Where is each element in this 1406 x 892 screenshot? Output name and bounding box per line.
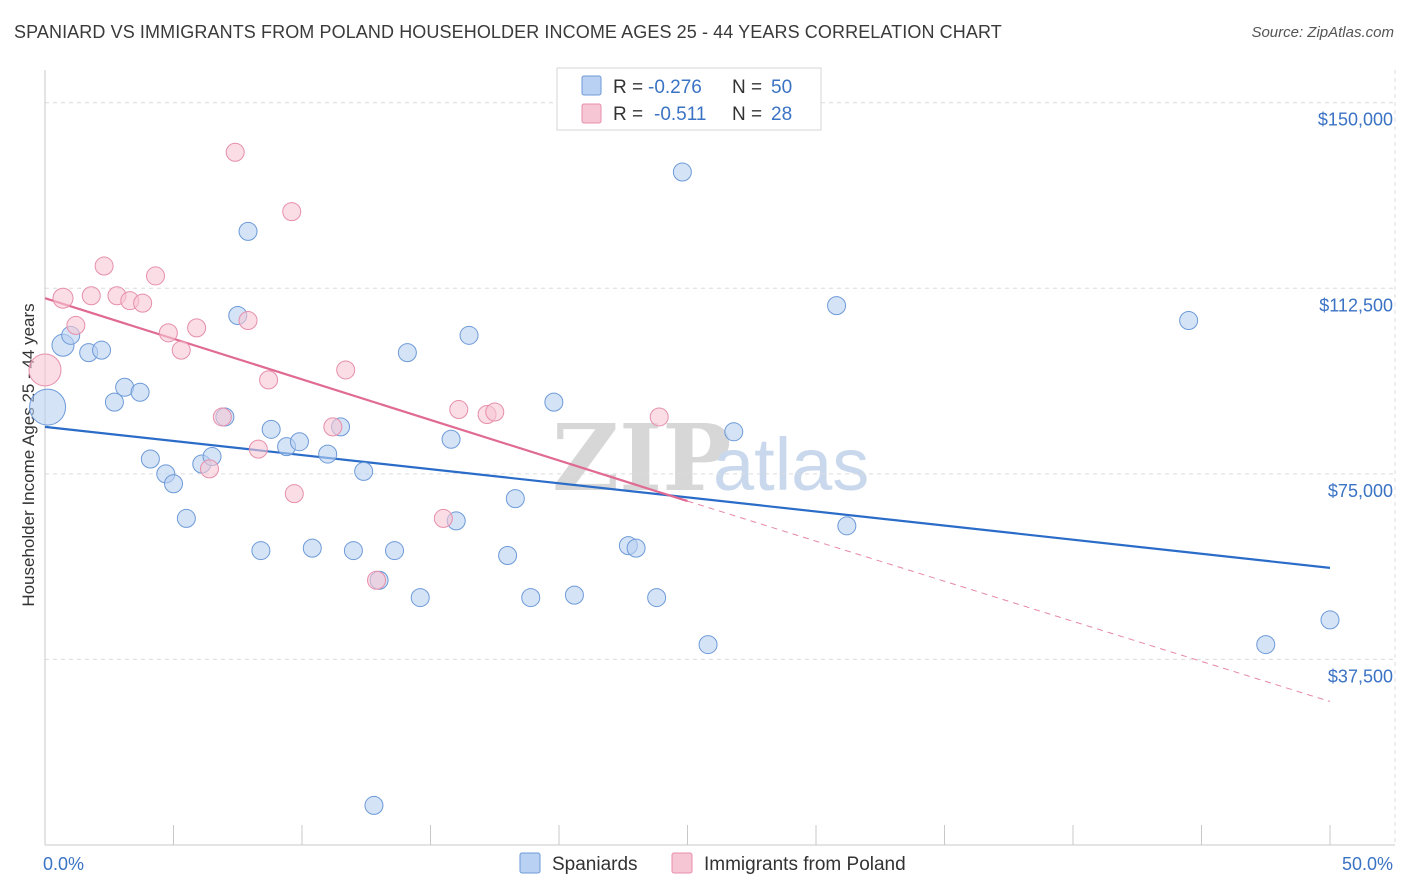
spaniards-point-5 bbox=[104, 392, 124, 412]
spaniards-point-48 bbox=[1320, 610, 1340, 630]
spaniards-point-11 bbox=[176, 508, 196, 528]
spaniards-point-26 bbox=[364, 795, 384, 815]
y-tick-label-3: $150,000 bbox=[1318, 110, 1393, 130]
poland-point-26 bbox=[485, 402, 505, 422]
trend-line-poland bbox=[44, 297, 688, 503]
spaniards-point-34 bbox=[505, 489, 525, 509]
y-tick-label-0: $37,500 bbox=[1328, 666, 1393, 686]
spaniards-point-8 bbox=[140, 449, 160, 469]
poland-point-4 bbox=[94, 256, 114, 276]
legend-r-label-1: R = bbox=[613, 77, 643, 98]
poland-point-2 bbox=[66, 315, 86, 335]
spaniards-point-18 bbox=[261, 419, 281, 439]
legend-swatch-poland bbox=[581, 103, 602, 124]
poland-point-15 bbox=[238, 310, 258, 330]
spaniards-point-28 bbox=[385, 541, 405, 561]
poland-point-21 bbox=[336, 360, 356, 380]
spaniards-point-37 bbox=[564, 585, 584, 605]
spaniards-point-29 bbox=[397, 343, 417, 363]
x-tick-labels: 0.0% 50.0% bbox=[43, 854, 1393, 874]
poland-point-8 bbox=[146, 266, 166, 286]
legend-n-label-2: N = bbox=[732, 104, 762, 125]
spaniards-point-17 bbox=[251, 541, 271, 561]
chart-title: SPANIARD VS IMMIGRANTS FROM POLAND HOUSE… bbox=[14, 22, 1002, 42]
spaniards-point-36 bbox=[544, 392, 564, 412]
spaniards-point-46 bbox=[1179, 310, 1199, 330]
poland-point-14 bbox=[225, 142, 245, 162]
bottom-legend-poland: Immigrants from Poland bbox=[704, 854, 906, 875]
spaniards-point-10 bbox=[164, 474, 183, 494]
poland-point-7 bbox=[133, 293, 153, 313]
legend-n-label-1: N = bbox=[732, 77, 762, 98]
spaniards-point-33 bbox=[498, 546, 518, 566]
source-label: Source: ZipAtlas.com bbox=[1251, 24, 1394, 41]
legend-n-value-1: 50 bbox=[771, 77, 792, 98]
spaniards-point-21 bbox=[302, 538, 322, 558]
spaniards-point-0 bbox=[29, 388, 67, 426]
poland-point-19 bbox=[284, 484, 304, 504]
poland-point-12 bbox=[199, 459, 219, 479]
spaniards-point-16 bbox=[238, 221, 258, 241]
bottom-legend-swatch-spaniards bbox=[519, 852, 541, 874]
poland-point-27 bbox=[649, 407, 669, 427]
spaniards-point-40 bbox=[647, 588, 667, 608]
poland-point-16 bbox=[248, 439, 268, 459]
legend-r-value-2: -0.511 bbox=[654, 104, 706, 125]
y-tick-label-2: $112,500 bbox=[1319, 295, 1393, 315]
spaniards-point-45 bbox=[837, 516, 857, 536]
spaniards-point-35 bbox=[521, 588, 541, 608]
poland-point-0 bbox=[28, 353, 62, 387]
bottom-legend: Spaniards Immigrants from Poland bbox=[519, 852, 906, 875]
legend-r-label-2: R = bbox=[613, 104, 643, 125]
legend-r-value-1: -0.276 bbox=[648, 77, 702, 98]
poland-point-9 bbox=[158, 323, 178, 343]
poland-point-10 bbox=[171, 340, 191, 360]
spaniards-point-44 bbox=[827, 296, 847, 316]
spaniards-point-25 bbox=[354, 461, 374, 481]
spaniards-point-42 bbox=[698, 635, 718, 655]
series-poland-points bbox=[28, 142, 669, 590]
spaniards-point-31 bbox=[441, 429, 461, 449]
poland-point-1 bbox=[52, 287, 74, 309]
poland-point-24 bbox=[449, 400, 469, 420]
spaniards-point-43 bbox=[724, 422, 744, 442]
y-tick-labels: $37,500 $75,000 $112,500 $150,000 bbox=[1318, 110, 1393, 687]
poland-point-22 bbox=[367, 570, 387, 590]
axes bbox=[44, 70, 1395, 846]
spaniards-point-41 bbox=[672, 162, 692, 182]
spaniards-point-47 bbox=[1256, 635, 1276, 655]
poland-point-20 bbox=[323, 417, 343, 437]
legend-n-value-2: 28 bbox=[771, 104, 792, 125]
poland-point-18 bbox=[282, 202, 302, 222]
legend-box: R = -0.276 N = 50 R = -0.511 N = 28 bbox=[556, 67, 822, 131]
spaniards-point-7 bbox=[130, 382, 150, 402]
spaniards-point-24 bbox=[343, 541, 363, 561]
y-tick-label-1: $75,000 bbox=[1328, 481, 1393, 501]
poland-point-13 bbox=[212, 407, 232, 427]
watermark-zip: ZIP bbox=[552, 404, 731, 512]
bottom-legend-spaniards: Spaniards bbox=[552, 854, 638, 875]
spaniards-point-4 bbox=[92, 340, 112, 360]
spaniards-point-32 bbox=[459, 325, 479, 345]
poland-point-3 bbox=[81, 286, 101, 306]
spaniards-point-20 bbox=[289, 432, 309, 452]
series-spaniards-points bbox=[29, 162, 1340, 815]
spaniards-point-39 bbox=[626, 538, 646, 558]
x-tick-label-0: 0.0% bbox=[43, 854, 84, 874]
bottom-legend-swatch-poland bbox=[671, 852, 693, 874]
poland-point-17 bbox=[259, 370, 279, 390]
poland-point-23 bbox=[433, 508, 453, 528]
y-axis-label: Householder Income Ages 25 - 44 years bbox=[19, 303, 38, 606]
spaniards-point-30 bbox=[410, 588, 430, 608]
poland-point-11 bbox=[187, 318, 207, 338]
spaniards-point-22 bbox=[318, 444, 338, 464]
trend-line-poland-extension bbox=[687, 500, 1331, 702]
x-tick-label-1: 50.0% bbox=[1342, 854, 1393, 874]
legend-swatch-spaniards bbox=[581, 75, 602, 96]
